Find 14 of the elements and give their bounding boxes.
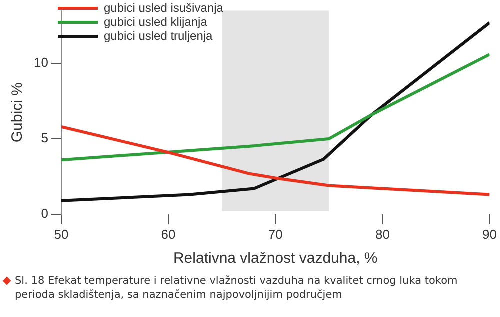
y-axis-title: Gubici % — [9, 82, 26, 143]
y-tick-label: 0 — [41, 206, 48, 221]
legend-label: gubici usled isušivanja — [104, 1, 224, 15]
text: Sl. 18 Efekat temperature i relativne vlažnosti vazduha na kvalitet crnog luka tokom perioda skladištenja, sa naznačenim najpovoljnijim područjem — [15, 274, 459, 302]
legend-label: gubici usled klijanja — [104, 15, 208, 29]
x-tick-label: 90 — [482, 226, 498, 242]
legend-label: gubici usled truljenja — [104, 29, 213, 43]
x-tick-label: 80 — [375, 226, 390, 242]
x-axis-title: Relativna vlažnost vazduha, % — [173, 250, 378, 268]
x-tick-label: 50 — [54, 226, 69, 242]
y-tick-label: 10 — [34, 55, 48, 70]
y-tick-label: 5 — [41, 130, 48, 146]
x-tick-label: 70 — [268, 226, 283, 242]
x-tick-label: 60 — [161, 226, 176, 242]
